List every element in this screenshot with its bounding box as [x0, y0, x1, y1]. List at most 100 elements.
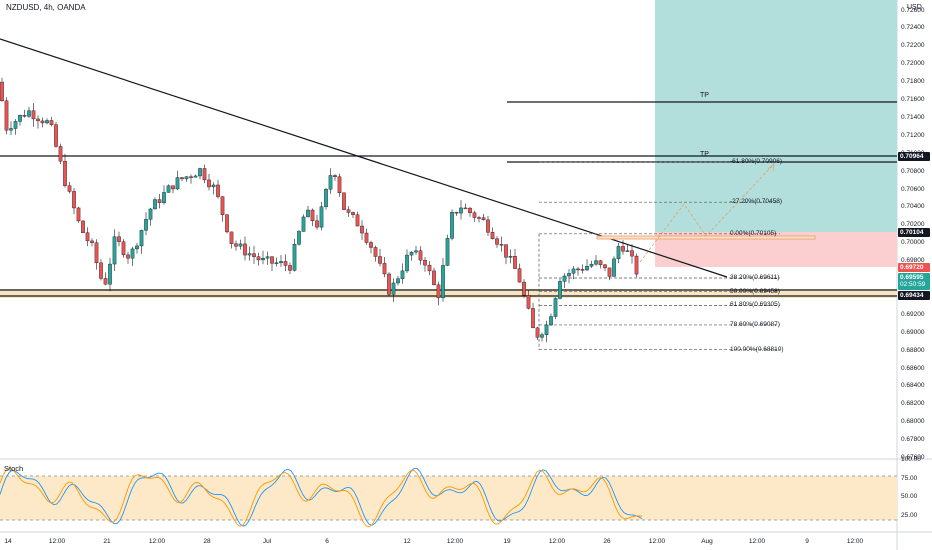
last-price-badge: 0.69595 02:50:59 [898, 273, 930, 290]
candle-bearish [486, 219, 490, 233]
candle-bearish [207, 179, 211, 188]
tp-label-1: TP [700, 92, 709, 99]
candle-bearish [499, 244, 504, 246]
candle-bullish [166, 185, 171, 193]
candle-bullish [184, 176, 189, 180]
candle-bullish [450, 211, 454, 239]
price-tick: 0.68600 [901, 364, 925, 372]
candle-bullish [558, 281, 562, 299]
time-tick: 26 [603, 538, 611, 545]
candle-bearish [99, 262, 103, 279]
candle-bearish [522, 281, 526, 296]
fib-level-label: -27.20%(0.70458) [730, 198, 783, 206]
support-zone[interactable] [0, 289, 897, 298]
candle-bearish [355, 214, 360, 227]
candle-bearish [454, 211, 459, 214]
candle-bullish [148, 208, 153, 220]
candle-bullish [198, 168, 202, 177]
price-tick: 0.71200 [901, 131, 925, 139]
candle-bullish [292, 243, 297, 271]
price-tick: 0.70800 [901, 167, 925, 175]
price-tick: 0.72000 [901, 60, 925, 68]
stoch-axis-100: 100.00 [901, 456, 921, 463]
candle-bearish [85, 232, 90, 242]
candle-bullish [153, 199, 157, 210]
candle-bullish [108, 263, 112, 285]
candle-bearish [67, 185, 72, 192]
price-tick: 0.67800 [901, 436, 925, 444]
stoch-band [0, 476, 897, 520]
fibonacci-levels[interactable] [538, 161, 780, 351]
candle-bearish [382, 263, 387, 275]
candle-bearish [189, 176, 193, 178]
candle-bearish [81, 220, 85, 233]
candle-bearish [310, 209, 315, 222]
candle-bearish [40, 120, 45, 124]
candle-bearish [90, 240, 94, 243]
time-tick: 14 [4, 538, 12, 545]
candle-bullish [414, 250, 418, 253]
candle-bearish [346, 209, 351, 213]
price-tick: 0.68200 [901, 400, 925, 408]
price-tick: 0.70000 [901, 239, 925, 247]
tp-label-2: TP [700, 151, 709, 158]
candle-bullish [585, 265, 589, 271]
profit-zone[interactable] [655, 0, 897, 232]
candle-bearish [121, 241, 126, 256]
candle-bearish [76, 207, 81, 222]
candle-bullish [130, 248, 135, 259]
candle-bearish [126, 254, 130, 259]
candle-bullish [400, 270, 405, 279]
candle-bearish [630, 250, 634, 257]
candle-bearish [490, 232, 495, 239]
candle-bearish [36, 118, 40, 122]
candle-bearish [72, 191, 76, 209]
candle-bullish [144, 219, 148, 231]
candle-bullish [261, 257, 265, 261]
candle-bullish [508, 256, 513, 258]
price-tick: 0.72600 [901, 6, 925, 14]
stoch-axis-75: 75.00 [901, 475, 918, 482]
candle-bullish [445, 238, 450, 266]
stoch-title[interactable]: Stoch [4, 464, 24, 473]
candle-bearish [283, 261, 288, 266]
candle-bearish [535, 327, 540, 338]
candle-bullish [328, 175, 333, 190]
candle-bearish [202, 168, 207, 181]
candle-bearish [580, 269, 585, 271]
candle-bearish [216, 184, 220, 197]
descending-trendline[interactable] [0, 38, 728, 278]
candle-bearish [103, 278, 108, 285]
candle-bearish [607, 267, 612, 277]
price-candles [0, 77, 639, 343]
candle-bearish [225, 214, 229, 233]
currency-label[interactable]: USD [907, 4, 922, 11]
resistance-price-badge: 0.70964 [898, 152, 930, 161]
candle-bearish [504, 244, 508, 258]
time-tick: 12 [403, 538, 411, 545]
candle-bullish [319, 206, 324, 228]
price-tick: 0.72400 [901, 24, 925, 32]
candle-bullish [238, 243, 243, 247]
candle-bullish [625, 250, 630, 252]
entry-price-badge: 0.70104 [898, 228, 930, 237]
candle-bearish [4, 100, 9, 131]
candle-bearish [252, 253, 256, 257]
symbol-title[interactable]: NZDUSD, 4h, OANDA [4, 3, 88, 12]
price-tick: 0.68400 [901, 382, 925, 390]
candle-bearish [513, 256, 517, 269]
candle-bearish [58, 146, 63, 162]
stoch-axis-25: 25.00 [901, 512, 918, 519]
candle-bullish [274, 262, 279, 265]
candle-bullish [391, 282, 396, 295]
stop-price-badge: 0.69720 [898, 263, 930, 272]
fib-level-label: 78.60%(0.69087) [730, 320, 780, 328]
candle-bearish [387, 273, 391, 295]
candle-bullish [612, 258, 616, 277]
candle-bearish [621, 246, 625, 252]
candle-bearish [256, 256, 261, 261]
candle-bullish [175, 177, 180, 190]
candle-bearish [342, 192, 346, 210]
